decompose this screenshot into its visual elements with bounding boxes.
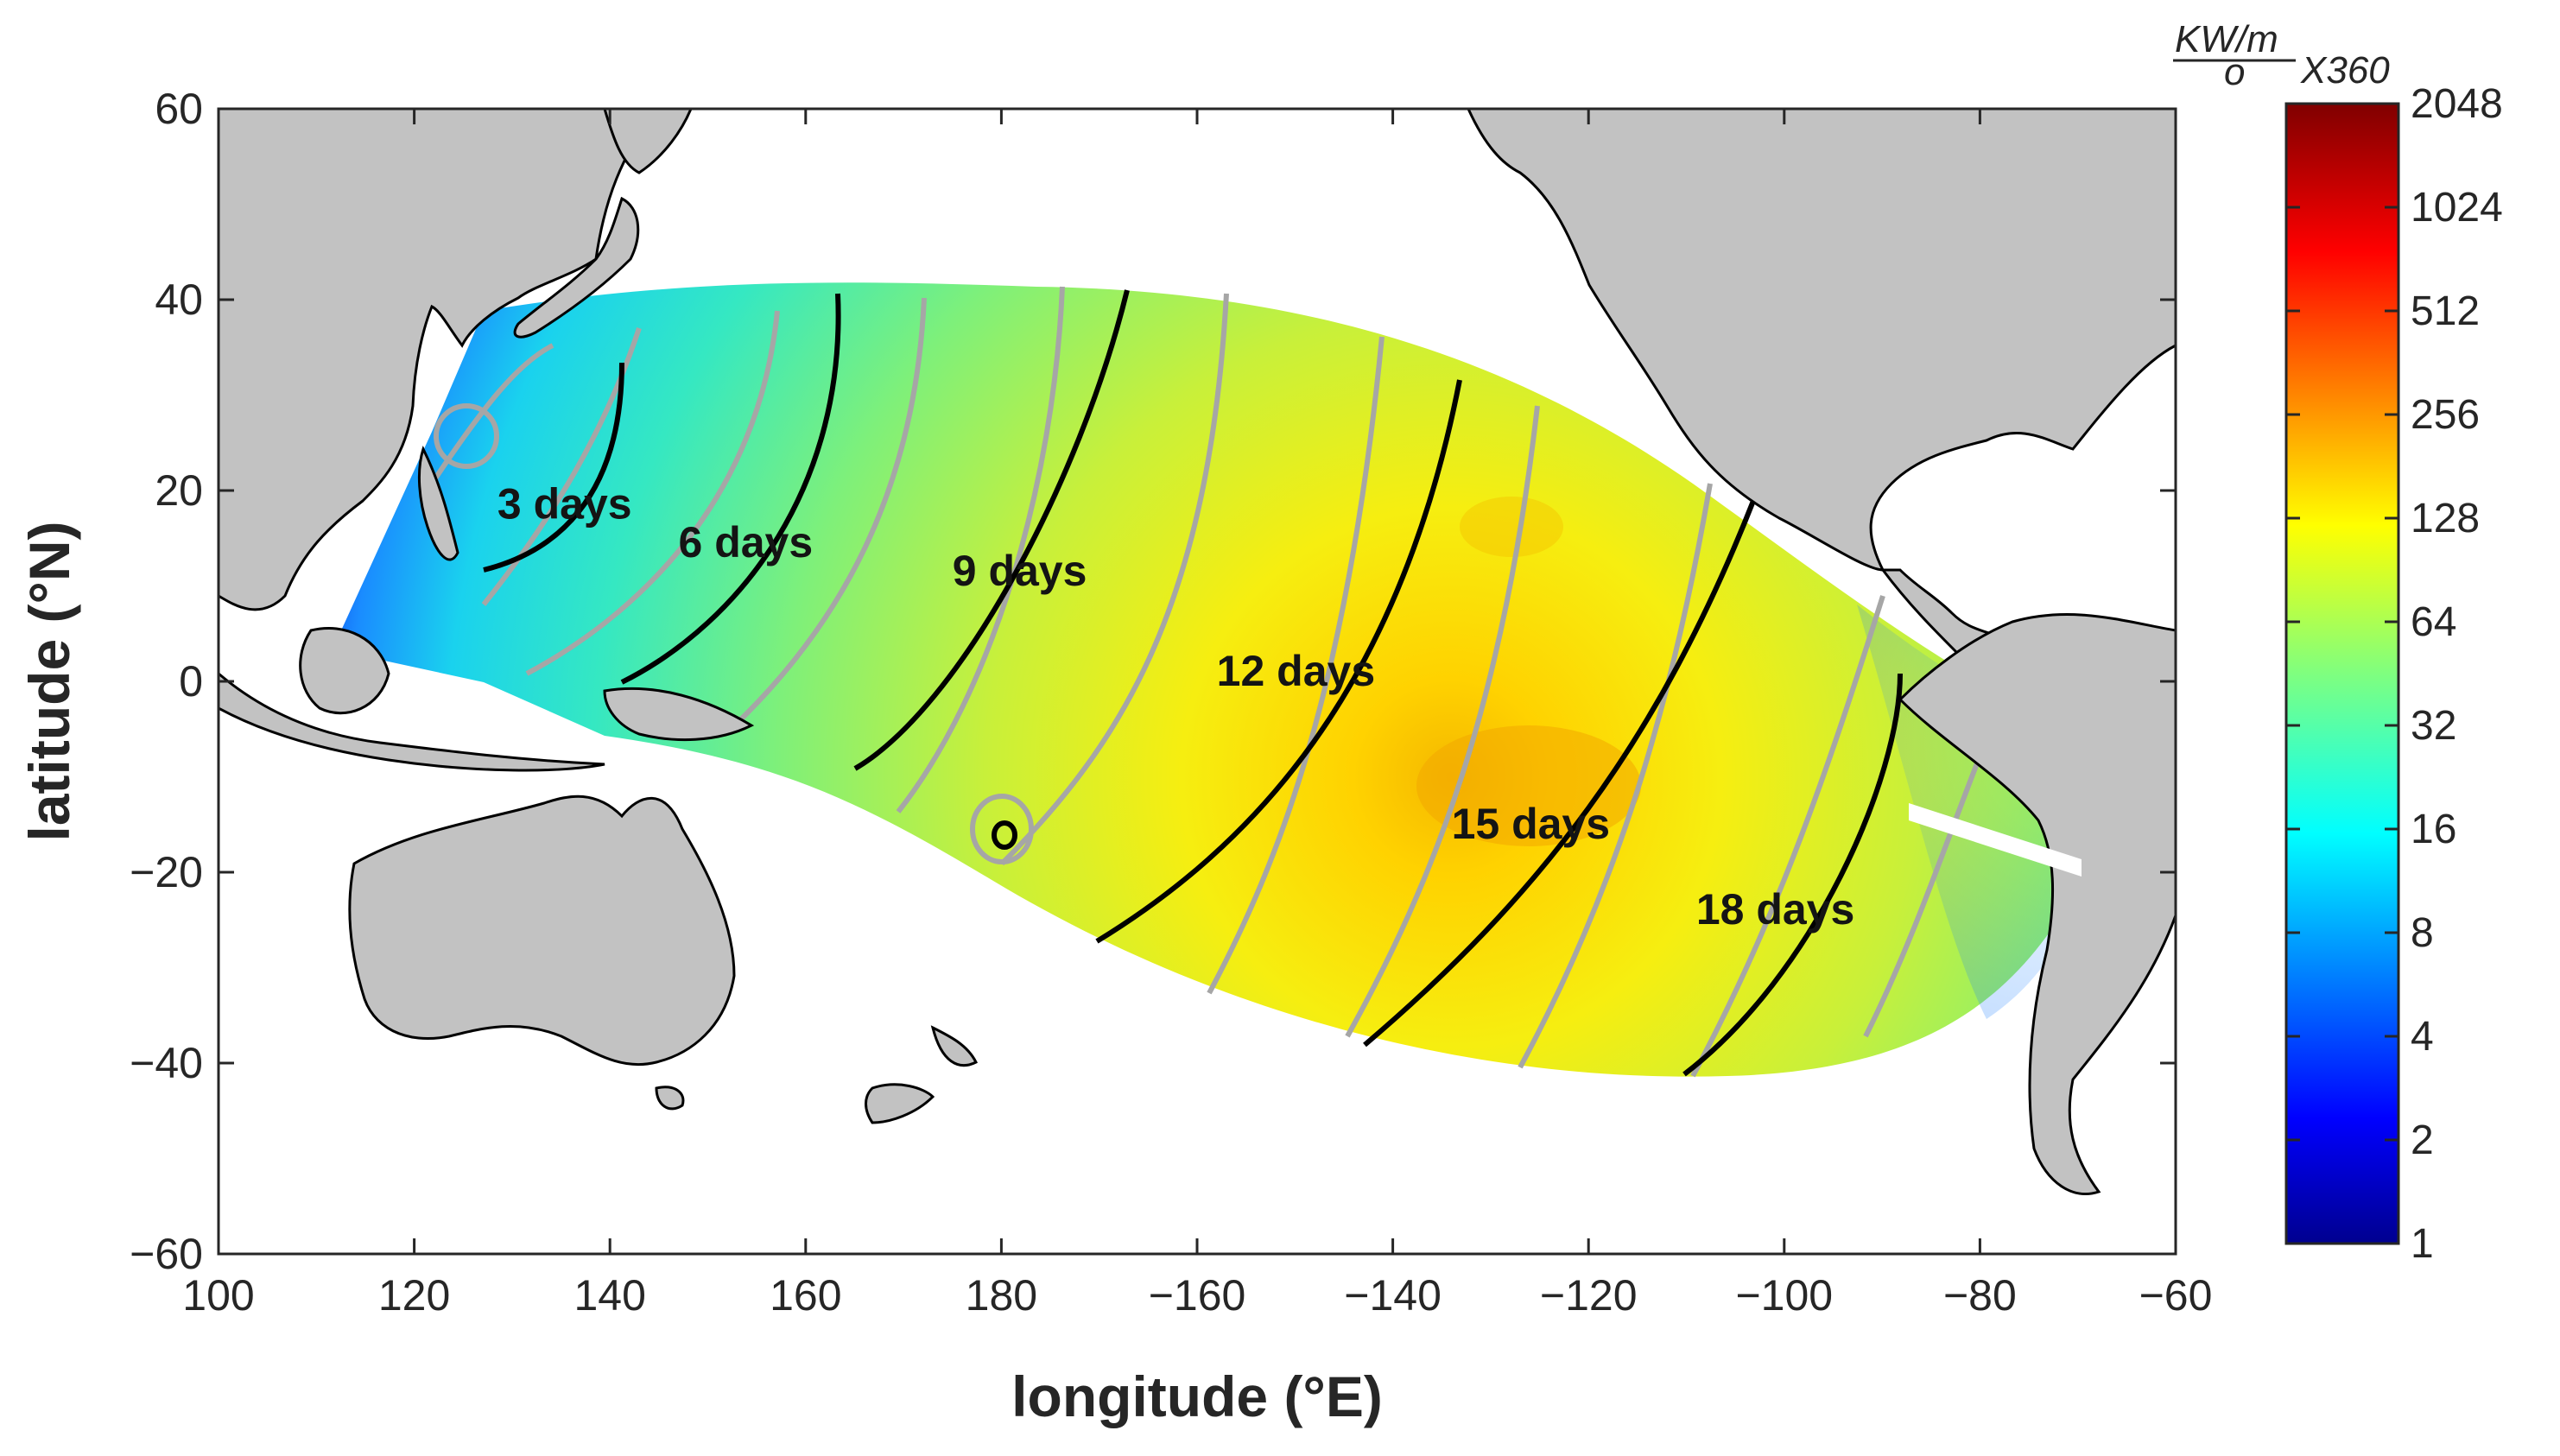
x-axis-title: longitude (°E) <box>1011 1364 1383 1428</box>
y-axis-title: latitude (°N) <box>17 521 81 841</box>
x-tick-label: −80 <box>1943 1271 2017 1320</box>
land-masses <box>219 109 2176 1196</box>
colorbar-tick-label: 32 <box>2411 703 2456 749</box>
colorbar-tick-label: 16 <box>2411 807 2456 852</box>
north-america <box>1467 109 2176 572</box>
japan <box>513 196 640 339</box>
travel-time-label: 3 days <box>497 480 632 529</box>
colorbar-tick-label: 512 <box>2411 288 2480 334</box>
new-guinea <box>603 687 755 742</box>
x-tick-label: 140 <box>573 1271 645 1320</box>
colorbar-tick-label: 4 <box>2411 1014 2434 1060</box>
travel-time-label: 6 days <box>679 518 814 567</box>
travel-time-label: 15 days <box>1452 800 1610 848</box>
x-tick-label: −120 <box>1540 1271 1638 1320</box>
x-tick-label: −160 <box>1149 1271 1246 1320</box>
colorbar-tick-label: 2048 <box>2411 81 2503 127</box>
new-zealand <box>865 1025 979 1124</box>
x-tick-label: −100 <box>1735 1271 1833 1320</box>
y-tick-label: 0 <box>179 657 203 706</box>
y-tick-label: −60 <box>130 1230 203 1278</box>
travel-time-label: 18 days <box>1696 885 1854 934</box>
x-tick-label: 100 <box>182 1271 254 1320</box>
south-america <box>1898 612 2176 1196</box>
colorbar-gradient <box>2284 102 2400 1245</box>
y-tick-label: 40 <box>155 275 203 324</box>
colorbar: 1 2 4 8 16 32 64 128 256 512 1024 2048 KW/m o X360 <box>2173 18 2503 1267</box>
colorbar-tick-label: 128 <box>2411 496 2480 541</box>
travel-time-labels: 3 days 6 days 9 days 12 days 15 days 18 days <box>497 480 1854 934</box>
y-tick-label: −20 <box>130 848 203 896</box>
australia <box>348 794 736 1067</box>
colorbar-ticks: 1 2 4 8 16 32 64 128 256 512 1024 2048 <box>2286 81 2503 1267</box>
x-tick-label: −60 <box>2139 1271 2213 1320</box>
philippines <box>417 446 459 561</box>
colorbar-tick-label: 64 <box>2411 599 2456 645</box>
colorbar-tick-label: 1024 <box>2411 185 2503 231</box>
x-tick-label: −140 <box>1344 1271 1442 1320</box>
x-tick-label: 180 <box>966 1271 1037 1320</box>
tasmania <box>655 1086 685 1111</box>
y-tick-label: −40 <box>130 1039 203 1087</box>
grey-isolines <box>429 286 2006 1078</box>
colorbar-unit-denominator: o <box>2224 51 2245 93</box>
indonesia <box>219 672 605 772</box>
travel-time-label: 9 days <box>953 547 1087 595</box>
kamchatka <box>603 109 693 174</box>
colorbar-unit-numerator: KW/m <box>2175 18 2278 60</box>
no-data-sliver <box>1909 803 2082 877</box>
colorbar-tick-label: 8 <box>2411 910 2434 956</box>
y-tick-label: 60 <box>155 85 203 133</box>
y-tick-label: 20 <box>155 466 203 515</box>
x-tick-label: 160 <box>770 1271 841 1320</box>
borneo <box>299 626 390 715</box>
x-axis-ticks: 100 120 140 160 180 −160 −140 −120 −100 −80 −60 <box>182 109 2212 1320</box>
black-isolines <box>483 289 1903 1077</box>
colorbar-unit-suffix: X360 <box>2300 49 2390 92</box>
colorbar-tick-label: 1 <box>2411 1221 2434 1267</box>
travel-time-label: 12 days <box>1217 647 1375 695</box>
y-axis-ticks: 60 40 20 0 −20 −40 −60 <box>130 85 2176 1278</box>
x-tick-label: 120 <box>378 1271 450 1320</box>
colorbar-tick-label: 256 <box>2411 392 2480 438</box>
colorbar-tick-label: 2 <box>2411 1117 2434 1163</box>
